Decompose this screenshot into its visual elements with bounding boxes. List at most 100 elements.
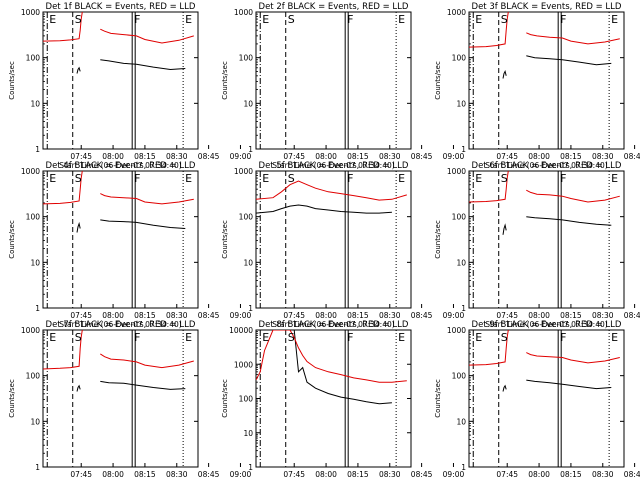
marker-label: E	[49, 331, 56, 344]
series-line-events	[76, 221, 81, 233]
panel-title: Det 3f BLACK = Events, RED = LLD	[472, 2, 622, 12]
marker-label: E	[49, 13, 56, 26]
plot-area	[469, 171, 620, 308]
y-tick-label: 1000	[21, 326, 40, 335]
series-line-lld	[469, 330, 509, 366]
detector-panel: Det 6f BLACK = Events, RED = LLD 1 10 100 10…	[434, 161, 640, 329]
plot-area	[469, 330, 620, 467]
marker-label: F	[560, 172, 566, 185]
marker-label: E	[262, 331, 269, 344]
panel-title: Det 5f BLACK = Events, RED = LLD	[259, 161, 409, 171]
marker-label: E	[475, 13, 482, 26]
plot-frame	[255, 170, 412, 309]
y-tick-label: 10	[30, 258, 40, 267]
y-tick-label: 100	[452, 372, 467, 381]
y-tick-label: 1	[248, 145, 253, 154]
x-tick-label: 08:30	[592, 311, 614, 320]
x-tick-label: 07:45	[283, 311, 305, 320]
series-line-events	[502, 223, 507, 235]
panel-title: Det 4f BLACK = Events, RED = LLD	[46, 161, 196, 171]
series-line-events	[256, 204, 392, 214]
y-tick-label: 10	[456, 258, 466, 267]
panel-title: Det 2f BLACK = Events, RED = LLD	[259, 2, 409, 12]
x-tick-label: 07:45	[496, 311, 518, 320]
x-tick-label: 09:00	[230, 152, 252, 161]
y-tick-label: 1000	[21, 167, 40, 176]
y-tick-label: 100	[26, 213, 41, 222]
x-tick-label: 08:00	[528, 152, 550, 161]
x-tick-label: 08:45	[198, 152, 220, 161]
detector-panel: Det 5f BLACK = Events, RED = LLD 1 10 100 10…	[221, 161, 464, 329]
plot-frame	[255, 11, 412, 150]
y-tick-label: 10	[243, 99, 253, 108]
marker-label: E	[185, 172, 192, 185]
y-tick-label: 1000	[21, 8, 40, 17]
marker-label: S	[75, 13, 82, 26]
marker-label: S	[288, 331, 295, 344]
x-tick-label: 08:30	[379, 152, 401, 161]
marker-label: E	[611, 172, 618, 185]
marker-label: E	[49, 172, 56, 185]
detector-panel: Det 4f BLACK = Events, RED = LLD 1 10 100 10…	[8, 161, 251, 329]
plot-frame	[468, 170, 625, 309]
series-line-lld	[526, 32, 620, 45]
y-tick-label: 100	[452, 213, 467, 222]
marker-label: E	[398, 331, 405, 344]
y-tick-label: 1000	[234, 8, 253, 17]
series-line-events	[526, 216, 612, 226]
x-tick-label: 08:15	[347, 470, 369, 479]
marker-label: E	[611, 331, 618, 344]
marker-label: S	[75, 172, 82, 185]
y-tick-label: 1	[248, 304, 253, 313]
x-tick-label: 08:15	[134, 311, 156, 320]
plot-area	[43, 12, 194, 149]
marker-label: E	[398, 172, 405, 185]
marker-label: F	[560, 331, 566, 344]
y-tick-label: 10	[243, 258, 253, 267]
x-tick-label: 08:30	[379, 311, 401, 320]
y-tick-label: 1000	[234, 167, 253, 176]
marker-label: F	[347, 172, 353, 185]
x-tick-label: 07:45	[70, 470, 92, 479]
y-tick-label: 1	[35, 463, 40, 472]
y-tick-label: 10	[30, 417, 40, 426]
marker-label: S	[501, 172, 508, 185]
x-tick-label: 08:45	[624, 470, 640, 479]
detector-panel: Det 9f BLACK = Events, RED = LLD 1 10 100 10…	[434, 320, 640, 480]
y-axis-label: Counts/sec	[8, 220, 16, 259]
series-line-events	[100, 59, 186, 71]
x-tick-label: 07:45	[283, 470, 305, 479]
marker-label: E	[185, 13, 192, 26]
x-tick-label: 08:30	[592, 470, 614, 479]
x-tick-label: 08:45	[624, 152, 640, 161]
x-tick-label: 08:15	[347, 152, 369, 161]
marker-label: F	[134, 331, 140, 344]
x-tick-label: 08:00	[315, 311, 337, 320]
x-tick-label: 07:45	[283, 152, 305, 161]
x-tick-label: 08:15	[134, 470, 156, 479]
x-tick-label: 07:45	[496, 152, 518, 161]
detector-panel: Det 7f BLACK = Events, RED = LLD11010010…	[8, 320, 251, 480]
series-line-events	[100, 380, 186, 390]
y-tick-label: 10	[30, 99, 40, 108]
series-line-lld	[100, 193, 194, 205]
x-tick-label: 08:30	[166, 470, 188, 479]
x-tick-label: 08:30	[592, 152, 614, 161]
y-tick-label: 1000	[234, 360, 253, 369]
marker-label: F	[347, 331, 353, 344]
x-tick-label: 08:45	[411, 152, 433, 161]
y-tick-label: 1	[248, 463, 253, 472]
y-tick-label: 1	[461, 463, 466, 472]
y-tick-label: 1	[461, 145, 466, 154]
x-axis-label: Start Time (06-Dec-07 07:34:40)	[272, 161, 394, 170]
marker-label: E	[611, 13, 618, 26]
x-tick-label: 07:45	[70, 152, 92, 161]
x-tick-label: 08:00	[315, 152, 337, 161]
x-tick-label: 08:15	[347, 311, 369, 320]
series-line-events	[76, 384, 81, 392]
plot-area	[43, 330, 194, 467]
series-line-lld	[100, 28, 194, 44]
x-tick-label: 07:45	[496, 470, 518, 479]
detector-panel: Det 8f BLACK = Events, RED = LLD11010010…	[221, 320, 464, 480]
y-tick-label: 100	[26, 54, 41, 63]
